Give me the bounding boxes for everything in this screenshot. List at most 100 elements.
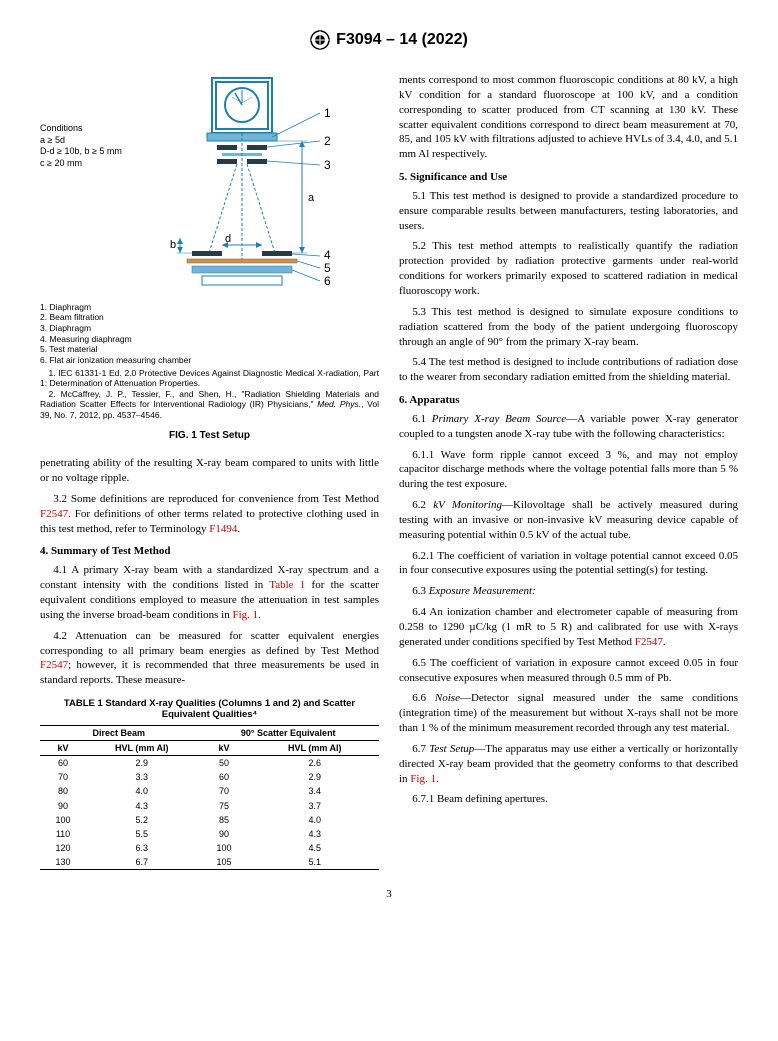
figure-key: 1. Diaphragm 2. Beam filtration 3. Diaph… [40,302,379,366]
para-4-2: 4.2 Attenuation can be measured for scat… [40,629,379,688]
table-group: 90° Scatter Equivalent [198,725,380,740]
figure-1: Conditions a ≥ 5d D-d ≥ 10b, b ≥ 5 mm c … [40,73,379,298]
key-item: 5. Test material [40,344,379,355]
para-6-7-1: 6.7.1 Beam defining apertures. [399,792,738,807]
th-kv: kV [198,740,251,755]
th-kv: kV [40,740,86,755]
footnote: 2. McCaffrey, J. P., Tessier, F., and Sh… [40,389,379,421]
table-cell: 100 [198,841,251,855]
table-cell: 4.0 [250,813,379,827]
page: F3094 – 14 (2022) Conditions a ≥ 5d D-d … [0,0,778,930]
table-row: 1306.71055.1 [40,855,379,870]
page-number: 3 [40,888,738,900]
table-cell: 60 [40,756,86,771]
table-cell: 90 [198,827,251,841]
table-col-header: kV HVL (mm Al) kV HVL (mm Al) [40,740,379,755]
table-cell: 4.3 [250,827,379,841]
header-logo: F3094 – 14 (2022) [310,30,468,50]
table-cell: 3.3 [86,770,198,784]
link-f2547[interactable]: F2547 [635,636,663,648]
svg-text:6: 6 [324,274,331,288]
table-row: 1206.31004.5 [40,841,379,855]
para-6-3: 6.3 Exposure Measurement: [399,584,738,599]
table-cell: 90 [40,799,86,813]
table-cell: 75 [198,799,251,813]
section-5-heading: 5. Significance and Use [399,170,738,185]
para-4-1: 4.1 A primary X-ray beam with a standard… [40,563,379,622]
key-item: 6. Flat air ionization measuring chamber [40,355,379,366]
table-cell: 5.5 [86,827,198,841]
para-6-2: 6.2 kV Monitoring—Kilovoltage shall be a… [399,498,738,543]
designation: F3094 – 14 (2022) [336,31,468,49]
para-5-3: 5.3 This test method is designed to simu… [399,305,738,350]
figure-footnotes: 1. IEC 61331-1 Ed. 2.0 Protective Device… [40,368,379,421]
table-cell: 5.2 [86,813,198,827]
table-cell: 120 [40,841,86,855]
para-continuation: ments correspond to most common fluorosc… [399,73,738,162]
th-hvl: HVL (mm Al) [86,740,198,755]
link-f1494[interactable]: F1494 [209,523,237,535]
figure-caption: FIG. 1 Test Setup [40,429,379,443]
svg-text:2: 2 [324,134,331,148]
svg-text:1: 1 [324,106,331,120]
svg-text:d: d [225,233,231,245]
table-cell: 4.5 [250,841,379,855]
key-item: 3. Diaphragm [40,323,379,334]
para-6-1: 6.1 Primary X-ray Beam Source—A variable… [399,412,738,442]
link-f2547[interactable]: F2547 [40,659,68,671]
table-1-title: TABLE 1 Standard X-ray Qualities (Column… [40,698,379,721]
table-cell: 50 [198,756,251,771]
conditions-line: c ≥ 20 mm [40,158,122,170]
para-6-4: 6.4 An ionization chamber and electromet… [399,605,738,650]
document-header: F3094 – 14 (2022) [40,30,738,55]
table-cell: 70 [40,770,86,784]
link-table1[interactable]: Table 1 [269,579,305,591]
table-row: 703.3602.9 [40,770,379,784]
section-6-heading: 6. Apparatus [399,393,738,408]
table-cell: 85 [198,813,251,827]
table-group-header: Direct Beam 90° Scatter Equivalent [40,725,379,740]
para-6-2-1: 6.2.1 The coefficient of variation in vo… [399,549,738,579]
para-6-5: 6.5 The coefficient of variation in expo… [399,656,738,686]
para-6-1-1: 6.1.1 Wave form ripple cannot exceed 3 %… [399,448,738,493]
section-4-heading: 4. Summary of Test Method [40,544,379,559]
svg-text:4: 4 [324,248,331,262]
key-item: 2. Beam filtration [40,312,379,323]
link-f2547[interactable]: F2547 [40,508,68,520]
para-3-2: 3.2 Some definitions are reproduced for … [40,492,379,537]
table-cell: 6.3 [86,841,198,855]
table-cell: 130 [40,855,86,870]
table-cell: 70 [198,784,251,798]
table-group: Direct Beam [40,725,198,740]
footnote: 1. IEC 61331-1 Ed. 2.0 Protective Device… [40,368,379,389]
table-cell: 105 [198,855,251,870]
svg-text:3: 3 [324,158,331,172]
table-cell: 2.6 [250,756,379,771]
svg-text:a: a [308,192,315,204]
table-cell: 5.1 [250,855,379,870]
column-right: ments correspond to most common fluorosc… [399,73,738,870]
table-row: 1105.5904.3 [40,827,379,841]
table-cell: 2.9 [250,770,379,784]
link-fig1[interactable]: Fig. 1 [232,609,258,621]
table-row: 904.3753.7 [40,799,379,813]
table-cell: 110 [40,827,86,841]
key-item: 1. Diaphragm [40,302,379,313]
table-cell: 6.7 [86,855,198,870]
table-cell: 3.4 [250,784,379,798]
conditions-title: Conditions [40,123,122,135]
conditions-line: D-d ≥ 10b, b ≥ 5 mm [40,146,122,158]
table-row: 804.0703.4 [40,784,379,798]
figure-diagram: a b d 1 [132,73,379,298]
body-columns: Conditions a ≥ 5d D-d ≥ 10b, b ≥ 5 mm c … [40,73,738,870]
para-continuation: penetrating ability of the resulting X-r… [40,456,379,486]
table-cell: 4.0 [86,784,198,798]
para-5-2: 5.2 This test method attempts to realist… [399,239,738,298]
table-cell: 4.3 [86,799,198,813]
table-cell: 80 [40,784,86,798]
link-fig1[interactable]: Fig. 1 [410,773,436,785]
th-hvl: HVL (mm Al) [250,740,379,755]
table-1: Direct Beam 90° Scatter Equivalent kV HV… [40,725,379,870]
para-5-4: 5.4 The test method is designed to inclu… [399,355,738,385]
table-cell: 2.9 [86,756,198,771]
